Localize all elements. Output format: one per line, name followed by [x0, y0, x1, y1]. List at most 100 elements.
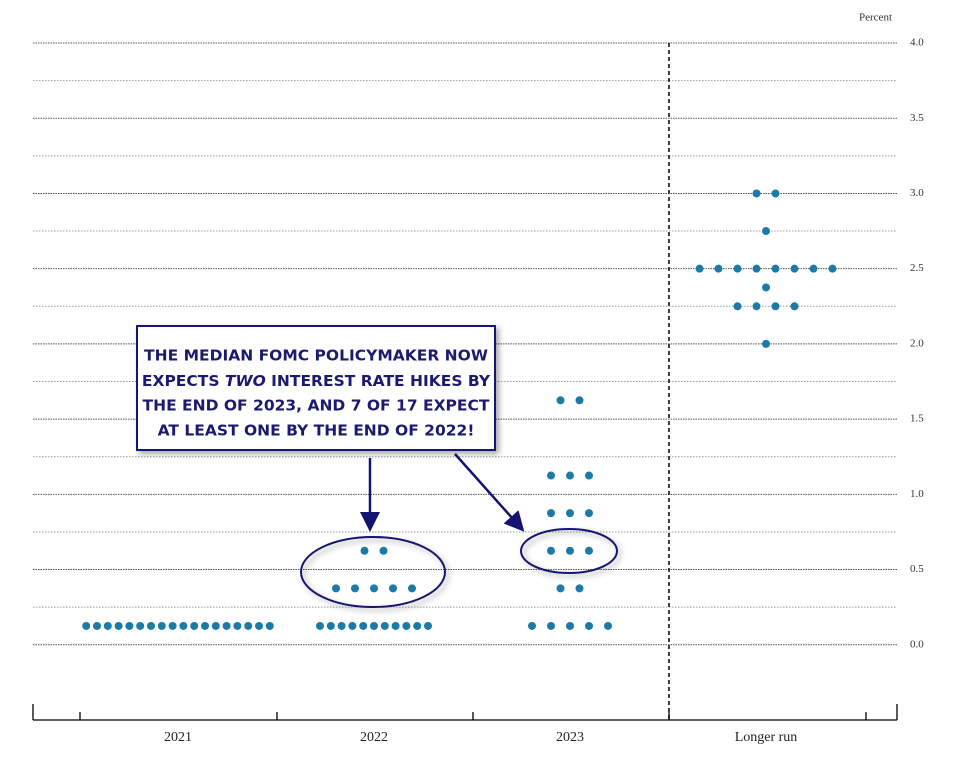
dot	[733, 302, 742, 311]
dot	[359, 621, 368, 630]
annotation-line: THE MEDIAN FOMC POLICYMAKER NOW	[144, 347, 488, 365]
highlight-2022	[300, 536, 446, 608]
dot	[695, 264, 704, 273]
dot	[771, 264, 780, 273]
dot	[828, 264, 837, 273]
dot	[771, 302, 780, 311]
dot	[316, 621, 324, 630]
dot	[147, 621, 155, 630]
y-tick-label: 3.0	[910, 187, 924, 199]
dot	[391, 621, 400, 630]
dot	[222, 621, 231, 630]
dot	[103, 621, 112, 630]
dot	[585, 509, 593, 518]
dot	[762, 283, 770, 292]
dot	[575, 396, 584, 405]
dot	[733, 264, 742, 273]
dot	[370, 584, 378, 593]
dot	[790, 264, 799, 273]
dot	[332, 584, 340, 593]
dot	[413, 621, 422, 630]
dot	[566, 471, 574, 480]
arrow	[454, 453, 525, 532]
dot	[547, 546, 555, 555]
y-tick-label: 2.5	[910, 262, 924, 274]
dot	[528, 621, 536, 630]
dot	[125, 621, 134, 630]
dot	[351, 584, 359, 593]
annotation-text: EXPECTS	[142, 372, 225, 390]
y-tick-label: 3.5	[910, 112, 924, 124]
dot	[714, 264, 723, 273]
dot	[762, 339, 770, 348]
dot	[402, 621, 411, 630]
dot	[114, 621, 123, 630]
dot	[790, 302, 799, 311]
dot	[168, 621, 177, 630]
dot	[326, 621, 335, 630]
annotation-line: THE END OF 2023, AND 7 OF 17 EXPECT	[143, 397, 490, 415]
dot	[752, 302, 761, 311]
dot	[408, 584, 416, 593]
x-axis	[32, 704, 898, 721]
dot	[348, 621, 357, 630]
annotation-box	[136, 325, 496, 451]
dot	[585, 471, 593, 480]
annotation-text: INTEREST RATE HIKES BY	[266, 372, 491, 390]
dot	[585, 546, 593, 555]
dot	[547, 471, 555, 480]
annotation: THE MEDIAN FOMC POLICYMAKER NOW EXPECTS …	[136, 325, 618, 608]
annotation-line: EXPECTS TWO INTEREST RATE HIKES BY	[142, 372, 491, 390]
dots	[82, 189, 837, 630]
y-tick-label: 1.0	[910, 488, 924, 500]
y-tick-label: 0.0	[910, 638, 924, 650]
dot	[752, 189, 761, 198]
dot	[157, 621, 166, 630]
dot	[575, 584, 584, 593]
dot	[179, 621, 188, 630]
dot	[752, 264, 761, 273]
dot	[201, 621, 209, 630]
dot	[809, 264, 818, 273]
y-tick-label: 4.0	[910, 37, 924, 49]
x-tick-label: 2022	[360, 730, 388, 745]
dot	[566, 546, 574, 555]
dot	[370, 621, 378, 630]
dot	[424, 621, 432, 630]
dot	[82, 621, 91, 630]
highlight-2023	[520, 528, 618, 574]
y-tick-label: 0.5	[910, 563, 924, 575]
dot	[389, 584, 397, 593]
dot	[566, 621, 574, 630]
dot	[556, 396, 565, 405]
y-axis-label: Percent	[859, 12, 892, 24]
dot	[190, 621, 199, 630]
dot	[265, 621, 274, 630]
dot	[360, 546, 369, 555]
dot	[566, 509, 574, 518]
dot	[136, 621, 145, 630]
dot	[337, 621, 346, 630]
x-tick-label: Longer run	[735, 730, 798, 745]
dot	[233, 621, 242, 630]
dot	[762, 227, 770, 236]
x-tick-label: 2021	[164, 730, 192, 745]
dot	[255, 621, 263, 630]
dot	[585, 621, 593, 630]
dot	[380, 621, 389, 630]
x-tick-label: 2023	[556, 730, 584, 745]
annotation-emphasis: TWO	[225, 372, 266, 390]
dot	[244, 621, 253, 630]
dot	[379, 546, 388, 555]
annotation-line: AT LEAST ONE BY THE END OF 2022!	[158, 422, 475, 440]
dot	[547, 621, 555, 630]
y-tick-label: 1.5	[910, 413, 924, 425]
dot	[547, 509, 555, 518]
dot	[211, 621, 220, 630]
dot	[771, 189, 780, 198]
dot	[556, 584, 565, 593]
y-tick-label: 2.0	[910, 337, 924, 349]
dot	[604, 621, 612, 630]
dot	[93, 621, 101, 630]
